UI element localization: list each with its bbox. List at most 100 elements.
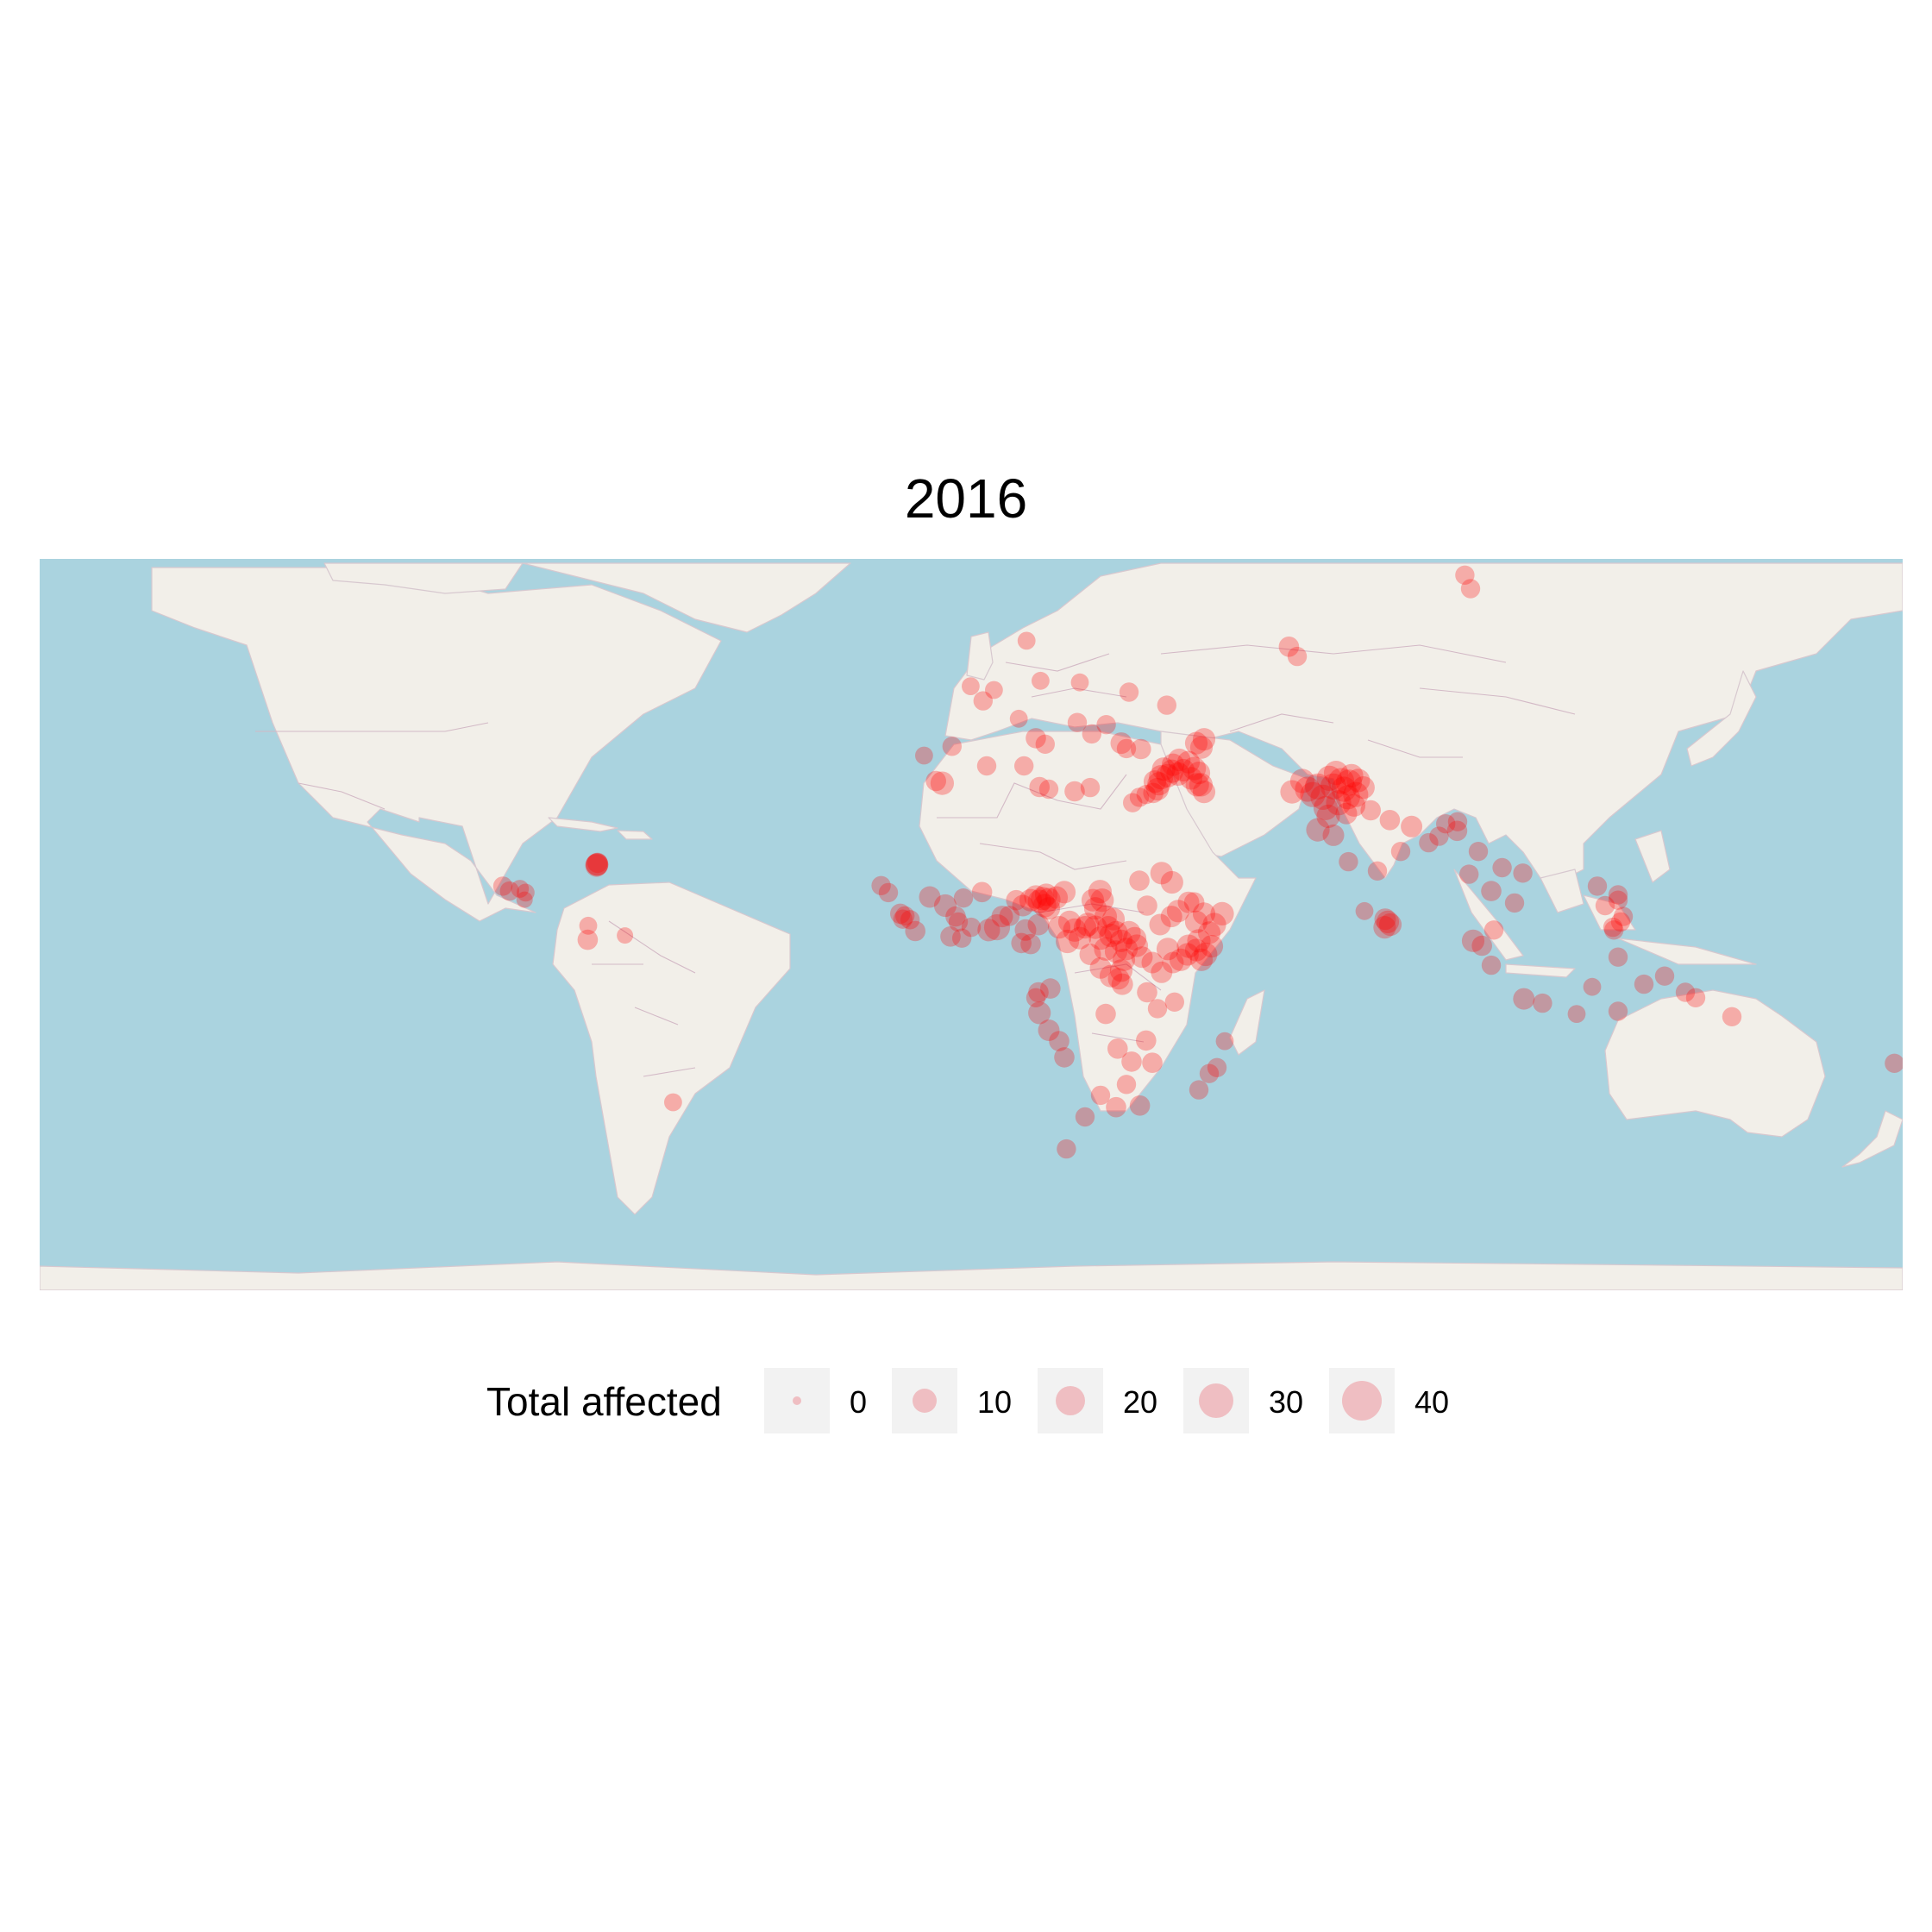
affected-point	[1123, 926, 1147, 950]
affected-point	[1106, 1096, 1126, 1118]
affected-point	[942, 737, 963, 756]
affected-point	[961, 917, 982, 938]
legend-label-20: 20	[1123, 1384, 1158, 1420]
affected-point	[1327, 768, 1355, 794]
greenland-landmass	[522, 562, 851, 633]
affected-point	[1289, 768, 1315, 794]
affected-point	[1157, 695, 1177, 715]
legend-symbol-20	[1056, 1386, 1085, 1415]
affected-point	[1137, 895, 1157, 916]
affected-point	[1052, 881, 1076, 904]
affected-point	[617, 927, 634, 944]
affected-point	[976, 756, 997, 776]
affected-point	[1040, 978, 1061, 999]
new-zealand-landmass	[1841, 1110, 1903, 1168]
affected-point	[977, 919, 1000, 942]
affected-point	[1129, 787, 1150, 807]
affected-point	[945, 906, 966, 927]
affected-point	[952, 928, 972, 948]
affected-point	[915, 746, 933, 765]
affected-point	[1080, 777, 1101, 798]
legend: Total affected 0 10 20 30 40	[0, 1368, 1932, 1435]
affected-point	[1373, 916, 1396, 939]
affected-point	[1099, 924, 1123, 948]
affected-point	[1024, 885, 1048, 909]
affected-point	[1355, 901, 1374, 920]
affected-point	[1014, 756, 1034, 776]
affected-point	[1210, 901, 1234, 925]
affected-point	[1028, 982, 1049, 1003]
arctic-islands-landmass	[323, 562, 524, 594]
affected-point	[1722, 1007, 1742, 1026]
affected-point	[930, 771, 954, 795]
affected-point	[1169, 948, 1193, 971]
affected-point	[1027, 889, 1051, 913]
affected-point	[1313, 795, 1339, 820]
north-america-landmass	[151, 567, 722, 922]
affected-point	[1038, 779, 1059, 800]
affected-point	[1306, 818, 1330, 842]
affected-point	[1610, 912, 1631, 932]
affected-point	[1088, 926, 1113, 950]
affected-point	[1162, 951, 1184, 974]
affected-point	[878, 882, 899, 903]
affected-point	[1207, 1057, 1227, 1077]
affected-point	[1183, 892, 1205, 913]
affected-point	[1011, 932, 1032, 954]
affected-point	[1054, 1047, 1075, 1068]
affected-point	[1323, 761, 1349, 786]
affected-point	[1136, 785, 1157, 805]
affected-point	[1176, 934, 1201, 958]
affected-point	[1194, 942, 1218, 967]
affected-point	[1067, 712, 1088, 732]
affected-point	[1192, 728, 1216, 751]
affected-point	[1200, 935, 1224, 958]
affected-point	[1104, 940, 1128, 963]
affected-point	[1136, 1030, 1157, 1051]
affected-point	[1019, 888, 1043, 912]
affected-point	[1107, 1038, 1128, 1059]
affected-point	[577, 929, 599, 950]
affected-point	[1095, 1003, 1116, 1025]
affected-point	[1176, 943, 1199, 966]
legend-symbol-40	[1342, 1381, 1382, 1421]
legend-label-10: 10	[977, 1384, 1013, 1420]
affected-point	[1608, 890, 1628, 910]
affected-point	[1076, 913, 1100, 937]
affected-point	[1017, 631, 1036, 650]
affected-point	[1116, 738, 1137, 759]
affected-point	[1083, 915, 1107, 939]
affected-point	[1484, 920, 1504, 940]
affected-point	[1166, 762, 1190, 786]
legend-symbol-10	[913, 1389, 937, 1413]
affected-point	[1142, 1052, 1163, 1073]
great-britain-landmass	[966, 631, 994, 681]
affected-point	[1032, 894, 1057, 918]
affected-point	[1504, 893, 1525, 913]
legend-label-0: 0	[850, 1384, 868, 1420]
affected-point	[1125, 934, 1149, 957]
affected-point	[919, 886, 941, 908]
affected-point	[1310, 784, 1336, 810]
affected-point	[1063, 918, 1087, 942]
affected-point	[1160, 759, 1184, 783]
affected-point	[1079, 944, 1101, 965]
affected-point	[1131, 738, 1151, 760]
africa-landmass	[919, 731, 1257, 1112]
affected-point	[1278, 637, 1300, 657]
affected-point	[1461, 929, 1485, 952]
affected-point	[1070, 673, 1089, 692]
affected-point	[1149, 913, 1171, 936]
affected-point	[1192, 781, 1216, 804]
affected-point	[1047, 916, 1071, 939]
affected-point	[1608, 885, 1628, 905]
affected-point	[1184, 910, 1208, 933]
affected-point	[1436, 814, 1456, 834]
affected-point	[1608, 1001, 1628, 1021]
legend-title: Total affected	[486, 1379, 722, 1424]
affected-point	[1634, 974, 1654, 994]
affected-point	[1131, 946, 1153, 969]
affected-point	[1885, 1053, 1903, 1073]
affected-point	[1149, 765, 1174, 790]
legend-key-0	[764, 1368, 830, 1433]
